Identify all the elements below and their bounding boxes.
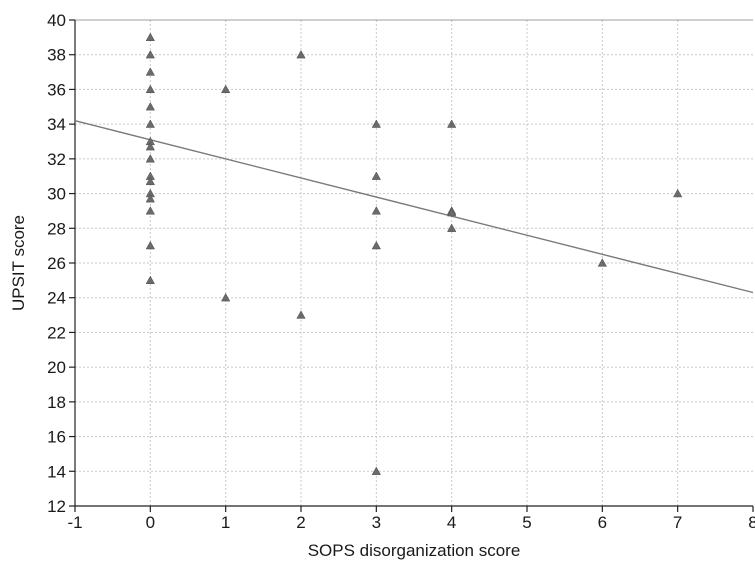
- data-point: [447, 207, 457, 217]
- x-tick-label: 7: [673, 513, 682, 532]
- x-tick-label: 8: [748, 513, 755, 532]
- x-tick-label: -1: [67, 513, 82, 532]
- data-point: [296, 49, 306, 59]
- data-point: [371, 240, 381, 250]
- y-tick-label: 14: [47, 462, 66, 481]
- data-point: [145, 49, 155, 59]
- data-point: [145, 275, 155, 284]
- y-tick-label: 26: [47, 254, 66, 273]
- data-point: [145, 67, 155, 76]
- data-point: [447, 223, 457, 232]
- regression-line: [74, 119, 754, 294]
- data-point: [145, 32, 155, 41]
- data-point: [221, 292, 231, 302]
- data-point: [597, 258, 607, 267]
- data-point: [371, 171, 381, 180]
- x-tick-label: 5: [522, 513, 531, 532]
- x-tick-label: 4: [447, 513, 456, 532]
- x-axis-title: SOPS disorganization score: [308, 541, 521, 560]
- y-tick-label: 28: [47, 219, 66, 238]
- y-tick-label: 30: [47, 185, 66, 204]
- x-tick-label: 1: [221, 513, 230, 532]
- data-point: [145, 154, 155, 163]
- axes: -1 0 1 2 3 4 5 6 7 812141618202224262830323436384…: [47, 11, 755, 532]
- data-point: [145, 194, 155, 203]
- y-tick-label: 22: [47, 323, 66, 342]
- data-point: [145, 206, 155, 215]
- data-point: [447, 119, 457, 128]
- y-tick-label: 40: [47, 11, 66, 30]
- data-point: [145, 119, 155, 128]
- data-point: [145, 141, 155, 151]
- y-tick-label: 38: [47, 46, 66, 65]
- x-tick-label: 2: [296, 513, 305, 532]
- data-point: [145, 102, 155, 111]
- y-tick-label: 12: [47, 497, 66, 516]
- y-tick-label: 24: [47, 289, 66, 308]
- data-point: [371, 119, 381, 128]
- data-point: [145, 84, 155, 94]
- data-point: [145, 240, 155, 250]
- fit-line-layer: [74, 119, 754, 294]
- y-tick-label: 36: [47, 80, 66, 99]
- y-tick-label: 20: [47, 358, 66, 377]
- data-point: [371, 206, 381, 215]
- x-tick-label: 0: [146, 513, 155, 532]
- points-layer: [145, 32, 683, 475]
- x-tick-label: 3: [372, 513, 381, 532]
- data-point: [296, 310, 306, 319]
- data-point: [673, 188, 683, 198]
- y-tick-label: 18: [47, 393, 66, 412]
- y-tick-label: 32: [47, 150, 66, 169]
- y-tick-label: 16: [47, 428, 66, 447]
- data-point: [145, 176, 155, 186]
- y-tick-label: 34: [47, 115, 66, 134]
- y-axis-title: UPSIT score: [9, 215, 28, 311]
- data-point: [221, 84, 231, 94]
- data-point: [371, 466, 381, 475]
- grid: [75, 20, 753, 506]
- x-tick-label: 6: [598, 513, 607, 532]
